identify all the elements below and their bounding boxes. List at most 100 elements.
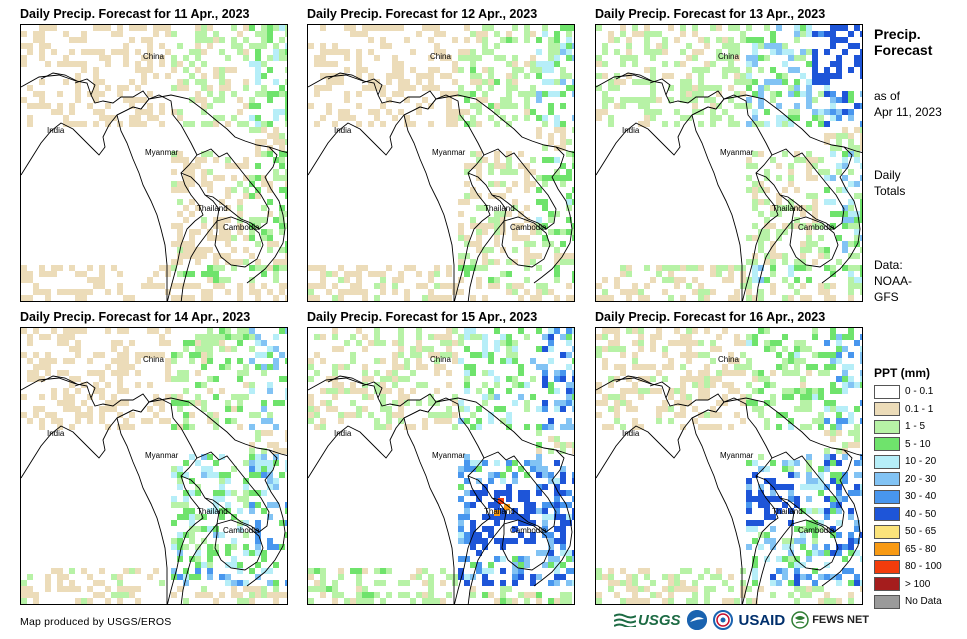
precip-map: China India Myanmar Thailand Cambodia (307, 327, 575, 605)
country-border (691, 94, 779, 301)
country-border (196, 451, 270, 533)
place-label-thailand: Thailand (484, 204, 515, 213)
country-border (649, 78, 671, 96)
place-label-cambodia: Cambodia (510, 526, 547, 535)
place-label-cambodia: Cambodia (223, 223, 260, 232)
noaa-logo (686, 610, 707, 630)
place-label-myanmar: Myanmar (145, 148, 179, 157)
country-border (148, 94, 287, 153)
legend-label: > 100 (905, 578, 931, 590)
country-border (361, 381, 383, 399)
legend-swatch (874, 489, 900, 504)
panel-title: Daily Precip. Forecast for 11 Apr., 2023 (20, 7, 250, 21)
country-border (40, 72, 78, 82)
daily-label: Daily (874, 168, 901, 182)
legend-label: No Data (905, 596, 942, 608)
fews-net-text: FEWS NET (812, 614, 870, 626)
country-border (180, 475, 220, 604)
country-border (40, 375, 78, 385)
country-border (501, 216, 551, 268)
legend-item: 50 - 65 (874, 523, 942, 541)
place-label-myanmar: Myanmar (720, 451, 754, 460)
country-border (74, 381, 96, 399)
precip-map-canvas: China India Myanmar Thailand Cambodia (21, 25, 287, 301)
data-label: Data: (874, 258, 903, 272)
precip-map: China India Myanmar Thailand Cambodia (307, 24, 575, 302)
legend-swatch (874, 402, 900, 417)
place-label-cambodia: Cambodia (510, 223, 547, 232)
legend-swatch (874, 507, 900, 522)
country-border (214, 216, 264, 268)
place-label-china: China (718, 52, 739, 61)
place-label-india: India (622, 126, 640, 135)
precip-map-canvas: China India Myanmar Thailand Cambodia (21, 328, 287, 604)
legend-label: 0 - 0.1 (905, 386, 934, 398)
place-label-thailand: Thailand (197, 204, 228, 213)
legend-swatch (874, 437, 900, 452)
place-label-india: India (334, 126, 352, 135)
country-border (435, 94, 574, 153)
country-border (483, 148, 557, 230)
legend-swatch (874, 577, 900, 592)
title-line: Forecast (874, 42, 933, 58)
as-of-label: as of (874, 89, 901, 103)
usgs-logo: USGS (614, 612, 681, 629)
legend-label: 10 - 20 (905, 456, 937, 468)
country-border (116, 397, 204, 604)
country-border (467, 172, 507, 301)
country-border (180, 172, 220, 301)
country-border (771, 148, 845, 230)
country-border (789, 519, 839, 571)
country-border (403, 94, 491, 301)
place-label-china: China (143, 52, 164, 61)
legend: PPT (mm) 0 - 0.1 0.1 - 1 1 - 5 5 - 10 10 - 2… (874, 366, 942, 611)
place-label-cambodia: Cambodia (798, 223, 835, 232)
country-border (533, 146, 573, 284)
country-border (615, 72, 653, 82)
panel-title: Daily Precip. Forecast for 15 Apr., 2023 (307, 310, 538, 324)
place-label-india: India (47, 126, 65, 135)
place-label-myanmar: Myanmar (432, 148, 466, 157)
legend-item: > 100 (874, 576, 942, 594)
place-label-india: India (622, 429, 640, 438)
place-label-thailand: Thailand (772, 507, 803, 516)
place-label-thailand: Thailand (772, 204, 803, 213)
legend-swatch (874, 454, 900, 469)
country-border (755, 172, 795, 301)
as-of-value: Apr 11, 2023 (874, 105, 942, 119)
legend-swatch (874, 384, 900, 399)
legend-item: 5 - 10 (874, 436, 942, 454)
title-line: Precip. (874, 26, 921, 42)
panel-title: Daily Precip. Forecast for 16 Apr., 2023 (595, 310, 826, 324)
legend-label: 30 - 40 (905, 491, 937, 503)
country-border (615, 375, 653, 385)
country-border (691, 114, 743, 301)
legend-item: 0 - 0.1 (874, 383, 942, 401)
data-source-line: GFS (874, 290, 899, 304)
place-label-china: China (143, 355, 164, 364)
country-border (533, 449, 573, 587)
country-border (74, 78, 96, 96)
forecast-title: Precip. Forecast (874, 26, 932, 58)
precip-map: China India Myanmar Thailand Cambodia (595, 24, 863, 302)
data-source-line: NOAA- (874, 274, 913, 288)
place-label-thailand: Thailand (197, 507, 228, 516)
logo-bar: USGS USAID FEWS NET (614, 607, 869, 633)
legend-label: 1 - 5 (905, 421, 926, 433)
place-label-cambodia: Cambodia (798, 526, 835, 535)
legend-item: 40 - 50 (874, 506, 942, 524)
country-border (821, 449, 861, 587)
country-border (435, 397, 574, 456)
precip-map: China India Myanmar Thailand Cambodia (595, 327, 863, 605)
country-border (361, 78, 383, 96)
country-border (691, 417, 743, 604)
country-border (196, 148, 270, 230)
legend-item: 65 - 80 (874, 541, 942, 559)
legend-item: 0.1 - 1 (874, 401, 942, 419)
country-border (246, 146, 286, 284)
legend-label: 5 - 10 (905, 438, 931, 450)
place-label-myanmar: Myanmar (720, 148, 754, 157)
legend-swatch (874, 472, 900, 487)
credit-text: Map produced by USGS/EROS (20, 616, 172, 628)
country-border (327, 375, 365, 385)
